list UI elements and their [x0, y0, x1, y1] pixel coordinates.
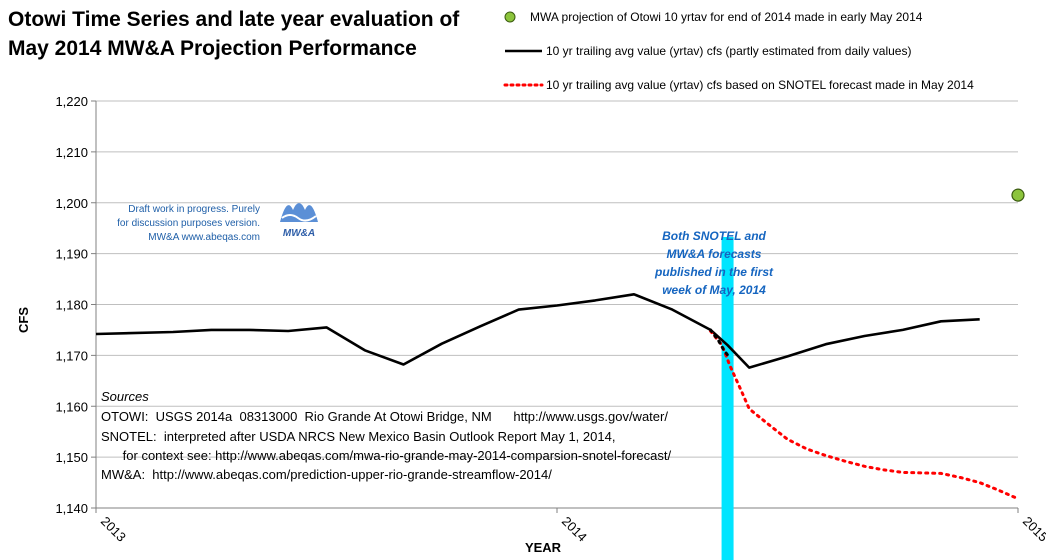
mwa-logo: MW&A	[280, 203, 318, 239]
y-tick-label: 1,200	[55, 196, 88, 211]
source-snotel: SNOTEL: interpreted after USDA NRCS New …	[101, 429, 615, 444]
callout-line-3: published in the first	[654, 265, 774, 279]
y-tick-label: 1,180	[55, 298, 88, 313]
chart-title-line-1: Otowi Time Series and late year evaluati…	[8, 8, 460, 31]
logo-wave-shape	[280, 203, 318, 222]
x-tick-label: 2013	[98, 514, 129, 545]
draft-line-3: MW&A www.abeqas.com	[148, 232, 260, 243]
legend-label-trailing-avg: 10 yr trailing avg value (yrtav) cfs (pa…	[546, 44, 911, 58]
series-line-transition-dots	[709, 328, 732, 360]
source-mwa: MW&A: http://www.abeqas.com/prediction-u…	[101, 467, 552, 482]
logo-wave-line	[281, 214, 317, 222]
series-line-snotel-forecast	[709, 329, 1020, 501]
draft-line-2: for discussion purposes version.	[117, 218, 260, 229]
forecast-callout: Both SNOTEL and MW&A forecasts published…	[654, 229, 774, 297]
legend: MWA projection of Otowi 10 yrtav for end…	[503, 10, 974, 92]
y-tick-label: 1,150	[55, 450, 88, 465]
forecast-highlight-band	[721, 237, 734, 560]
draft-line-1: Draft work in progress. Purely	[128, 204, 260, 215]
y-tick-labels: 1,140 1,150 1,160 1,170 1,180 1,190 1,200 1,210…	[55, 94, 88, 516]
gridlines	[91, 100, 1019, 513]
y-tick-label: 1,140	[55, 501, 88, 516]
x-tick-label: 2014	[559, 514, 590, 545]
y-tick-label: 1,220	[55, 94, 88, 109]
draft-notice: Draft work in progress. Purely for discu…	[117, 204, 260, 243]
x-tick-labels: 2013 2014 2015	[98, 514, 1046, 545]
legend-label-projection: MWA projection of Otowi 10 yrtav for end…	[530, 10, 923, 24]
callout-line-1: Both SNOTEL and	[662, 229, 766, 243]
projection-point	[1011, 188, 1025, 202]
y-tick-label: 1,170	[55, 348, 88, 363]
series-line-trailing-avg	[95, 292, 980, 369]
logo-text: MW&A	[283, 228, 315, 239]
series-layer	[95, 188, 1025, 501]
y-tick-label: 1,190	[55, 247, 88, 262]
x-tick-label: 2015	[1020, 514, 1046, 545]
y-axis-title: CFS	[16, 307, 31, 333]
callout-line-4: week of May, 2014	[662, 283, 766, 297]
source-snotel-context: for context see: http://www.abeqas.com/m…	[101, 448, 671, 463]
y-tick-label: 1,210	[55, 145, 88, 160]
x-axis-title: YEAR	[525, 540, 562, 555]
legend-label-snotel: 10 yr trailing avg value (yrtav) cfs bas…	[546, 78, 974, 92]
chart-title-line-2: May 2014 MW&A Projection Performance	[8, 37, 417, 60]
sources-block: Sources OTOWI: USGS 2014a 08313000 Rio G…	[101, 389, 671, 482]
y-tick-label: 1,160	[55, 399, 88, 414]
callout-line-2: MW&A forecasts	[667, 247, 762, 261]
sources-heading: Sources	[101, 389, 149, 404]
source-otowi: OTOWI: USGS 2014a 08313000 Rio Grande At…	[101, 409, 668, 424]
legend-swatch-projection	[504, 11, 516, 23]
